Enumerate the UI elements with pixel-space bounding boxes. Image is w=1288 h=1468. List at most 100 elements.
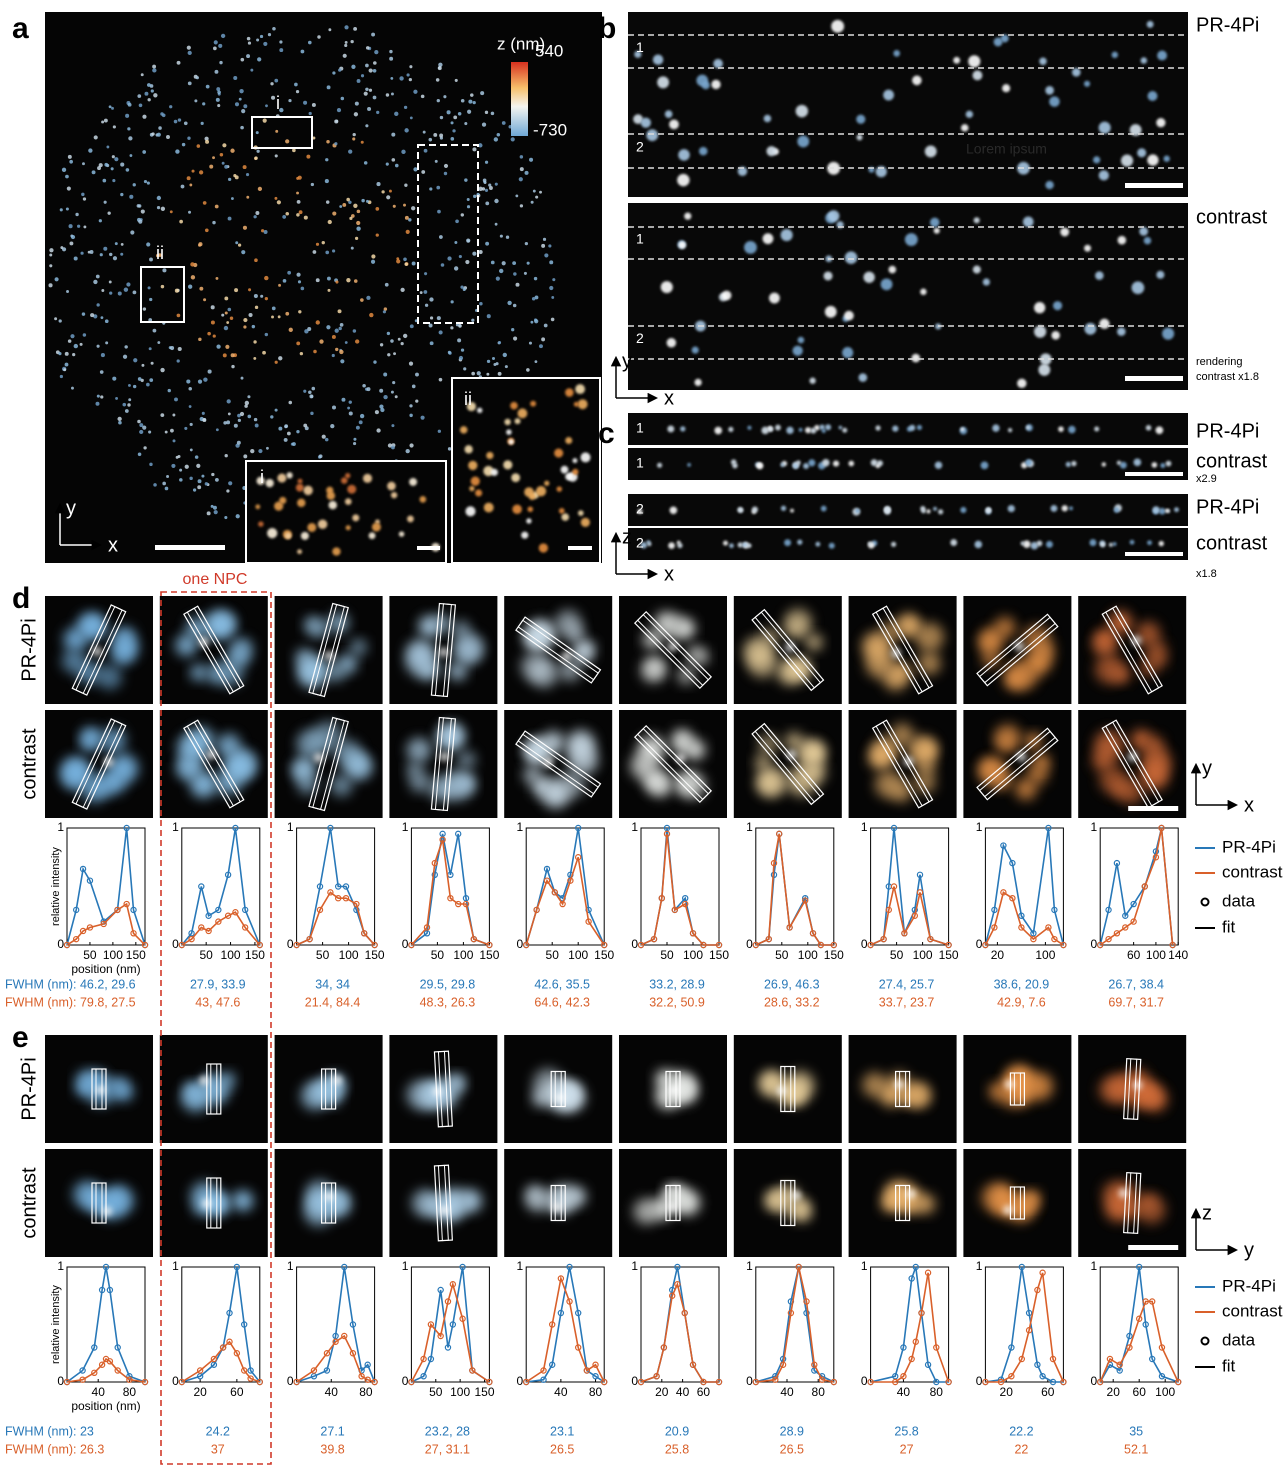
image-background (628, 12, 1188, 197)
blob (797, 136, 809, 148)
localization (391, 133, 395, 137)
localization (184, 427, 187, 430)
localization (531, 201, 534, 204)
blob (871, 459, 878, 466)
blob (857, 134, 863, 140)
localization (309, 394, 313, 398)
localization (96, 303, 99, 306)
localization (543, 238, 546, 241)
plot-frame (182, 1267, 260, 1382)
localization (338, 68, 341, 71)
localization (215, 478, 219, 482)
localization (231, 365, 234, 368)
blob (694, 379, 701, 386)
localization (114, 157, 118, 161)
y-tick-label: 0 (976, 937, 983, 951)
localization (349, 400, 352, 403)
localization (182, 143, 185, 146)
localization (351, 65, 355, 69)
blob (653, 54, 663, 64)
localization (284, 438, 288, 442)
localization (243, 165, 247, 169)
blob (1160, 463, 1165, 468)
blob (1039, 57, 1047, 65)
localization (230, 149, 234, 153)
localization (296, 273, 300, 277)
localization (121, 243, 124, 246)
localization (326, 140, 329, 143)
localization (203, 201, 207, 205)
scale-bar (568, 546, 592, 550)
blob (525, 1185, 544, 1204)
localization (404, 184, 407, 187)
blob (486, 452, 493, 459)
localization (513, 272, 516, 275)
localization (487, 360, 490, 363)
localization (364, 161, 368, 165)
fwhm-text: 64.6, 42.3 (534, 995, 590, 1009)
blob (469, 486, 474, 491)
localization (205, 482, 208, 485)
scale-bar (1125, 552, 1183, 556)
fit-line (871, 828, 949, 945)
fit-line (297, 1267, 375, 1382)
localization (458, 112, 462, 116)
y-tick-label: 1 (172, 1259, 179, 1273)
localization (130, 230, 134, 234)
localization (335, 280, 338, 283)
localization (103, 179, 107, 183)
localization (187, 46, 191, 50)
x-tick-label: 50 (890, 948, 904, 962)
axis-label: x (108, 534, 118, 556)
fit-line (641, 834, 719, 945)
colorbar (511, 62, 528, 136)
blob (255, 504, 260, 509)
localization (144, 180, 147, 183)
blob (723, 541, 728, 546)
localization (278, 284, 281, 287)
blob (731, 459, 736, 464)
fit-line (1100, 1267, 1178, 1382)
blob (512, 504, 522, 514)
blob (737, 507, 743, 513)
localization (226, 321, 229, 324)
localization (60, 208, 63, 211)
localization (175, 149, 179, 153)
plot-frame (641, 828, 719, 945)
localization (141, 73, 144, 76)
axis-label: y (1202, 757, 1212, 779)
x-tick-label: 20 (1107, 1385, 1121, 1399)
blob (406, 639, 435, 668)
blob (842, 347, 853, 358)
row-label: contrast (18, 1167, 40, 1239)
localization (502, 261, 506, 265)
blob (1137, 148, 1146, 157)
blob (209, 1192, 230, 1213)
x-tick-label: 50 (83, 948, 97, 962)
localization (353, 438, 356, 441)
localization (224, 165, 228, 169)
localization (68, 339, 72, 343)
localization (170, 429, 174, 433)
blob (845, 251, 858, 264)
blob (711, 80, 720, 89)
localization (92, 170, 96, 174)
fwhm-text: 52.1 (1124, 1442, 1148, 1456)
image-background (734, 710, 842, 818)
blob (503, 460, 512, 469)
localization (212, 156, 215, 159)
localization (127, 403, 130, 406)
blob (798, 337, 805, 344)
localization (213, 506, 217, 510)
localization (254, 418, 257, 421)
x-tick-label: 100 (453, 948, 473, 962)
y-tick-label: 1 (517, 820, 524, 834)
note: x1.8 (1196, 568, 1217, 580)
blob (1037, 541, 1043, 547)
localization (123, 355, 127, 359)
localization (143, 307, 146, 310)
localization (371, 33, 375, 37)
localization (339, 350, 343, 354)
localization (48, 283, 52, 287)
localization (263, 42, 267, 46)
